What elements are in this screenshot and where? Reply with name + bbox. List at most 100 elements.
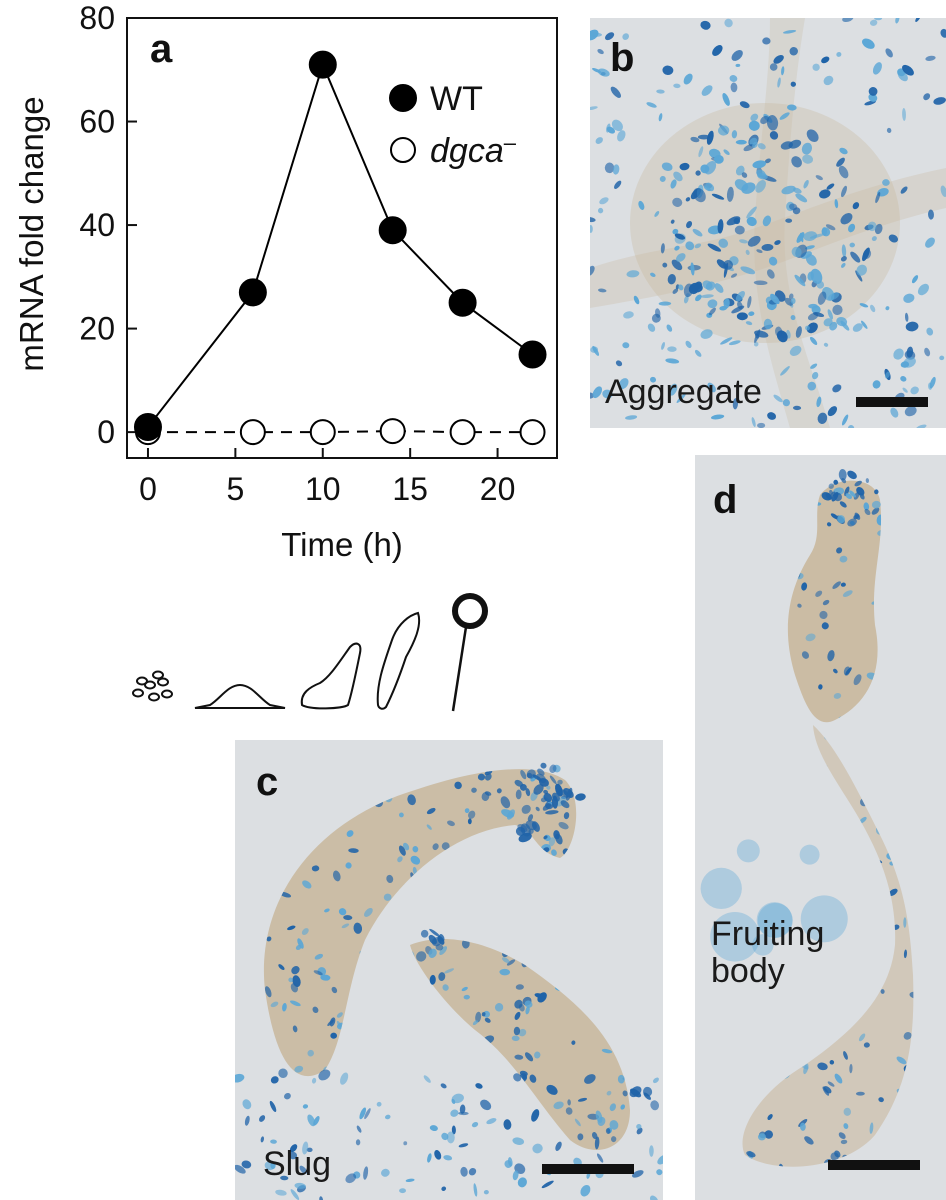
stained-cell [650,376,657,383]
stained-cell [429,928,441,938]
stained-cell [827,650,835,662]
stained-cell [649,1145,654,1157]
stained-cell [667,346,677,352]
stained-cell [890,407,899,418]
stained-cell [705,281,716,291]
series-line-0 [147,61,534,428]
legend-marker [389,84,417,112]
stained-cell [795,326,802,338]
y-tick-label: 40 [79,207,115,243]
stained-cell [915,424,927,428]
stained-cell [755,180,766,193]
stained-cell [638,200,645,210]
stained-cell [903,1031,912,1040]
stained-cell [574,1118,581,1127]
stained-cell [885,48,893,58]
stained-cell [399,1188,406,1194]
stained-cell [555,1141,562,1151]
stained-cell [652,1077,659,1084]
stained-cell [385,1114,391,1120]
stained-cell [692,228,703,237]
stained-cell [717,219,724,234]
stained-cell [512,1137,525,1145]
stained-cell [896,1056,907,1065]
fruiting-body-head [787,480,882,723]
stained-cell [801,582,808,591]
stained-cell [882,179,890,186]
stained-cell [604,32,615,41]
stained-cell [854,512,861,520]
panel-c-micrograph [235,740,663,1200]
stained-cell [282,1002,287,1012]
stained-cell [531,1109,540,1122]
stained-cell [813,312,825,317]
stained-cell [512,1170,519,1181]
stained-cell [713,155,724,164]
stained-cell [722,92,730,106]
stained-cell [405,1178,415,1183]
stained-cell [336,1012,343,1018]
stained-cell [340,1072,349,1085]
stained-cell [762,37,771,45]
stained-cell [838,468,847,481]
stained-cell [805,245,815,250]
stained-cell [597,288,607,293]
stained-cell [519,1070,528,1077]
stained-cell [690,136,700,143]
stained-cell [695,170,701,176]
y-tick-label: 80 [79,0,115,36]
stained-cell [620,1104,626,1110]
stained-cell [849,1063,853,1074]
stained-cell [662,65,674,76]
stained-cell [839,555,848,563]
stained-cell [524,1052,534,1062]
stained-cell [503,1119,512,1130]
stained-cell [420,929,429,938]
stained-cell [605,1128,611,1135]
data-point-wt [238,278,267,307]
stained-cell [685,340,692,349]
stained-cell [381,1168,390,1177]
stained-cell [717,125,730,136]
stained-cell [736,312,748,321]
stained-cell [428,934,437,945]
stained-cell [513,1026,521,1036]
stained-cell [525,788,531,797]
fruiting-body-label-line1: Fruiting [711,915,825,953]
stained-cell [307,1114,316,1127]
stained-cell [464,808,470,814]
stained-cell [499,968,511,976]
stained-cell [853,674,862,686]
stained-cell [712,45,723,56]
stained-cell [597,48,604,55]
stained-cell [729,75,738,82]
stained-cell [270,1076,279,1084]
slug-label: Slug [263,1145,332,1183]
stained-cell [819,189,831,199]
stained-cell [917,283,929,296]
stained-cell [626,270,640,278]
stained-cell [788,293,794,300]
stained-cell [753,280,768,286]
stained-cell [834,1150,841,1158]
stained-cell [875,191,881,204]
data-point-dgca [519,419,546,446]
legend-label: WT [430,80,483,118]
stained-cell [723,298,730,309]
stained-cell [843,1107,852,1116]
stained-cell [747,235,761,247]
stained-cell [674,245,680,251]
stained-cell [656,1169,663,1176]
stained-cell [910,386,919,395]
stained-cell [423,1075,431,1083]
stained-cell [558,821,569,830]
stained-cell [859,303,869,308]
stained-cell [549,764,557,773]
stained-cell [782,399,790,407]
stained-cell [863,502,870,511]
stained-cell [848,223,856,233]
stained-cell [817,291,827,305]
stained-cell [458,1143,469,1148]
stained-cell [831,491,839,502]
stained-cell [674,233,686,240]
